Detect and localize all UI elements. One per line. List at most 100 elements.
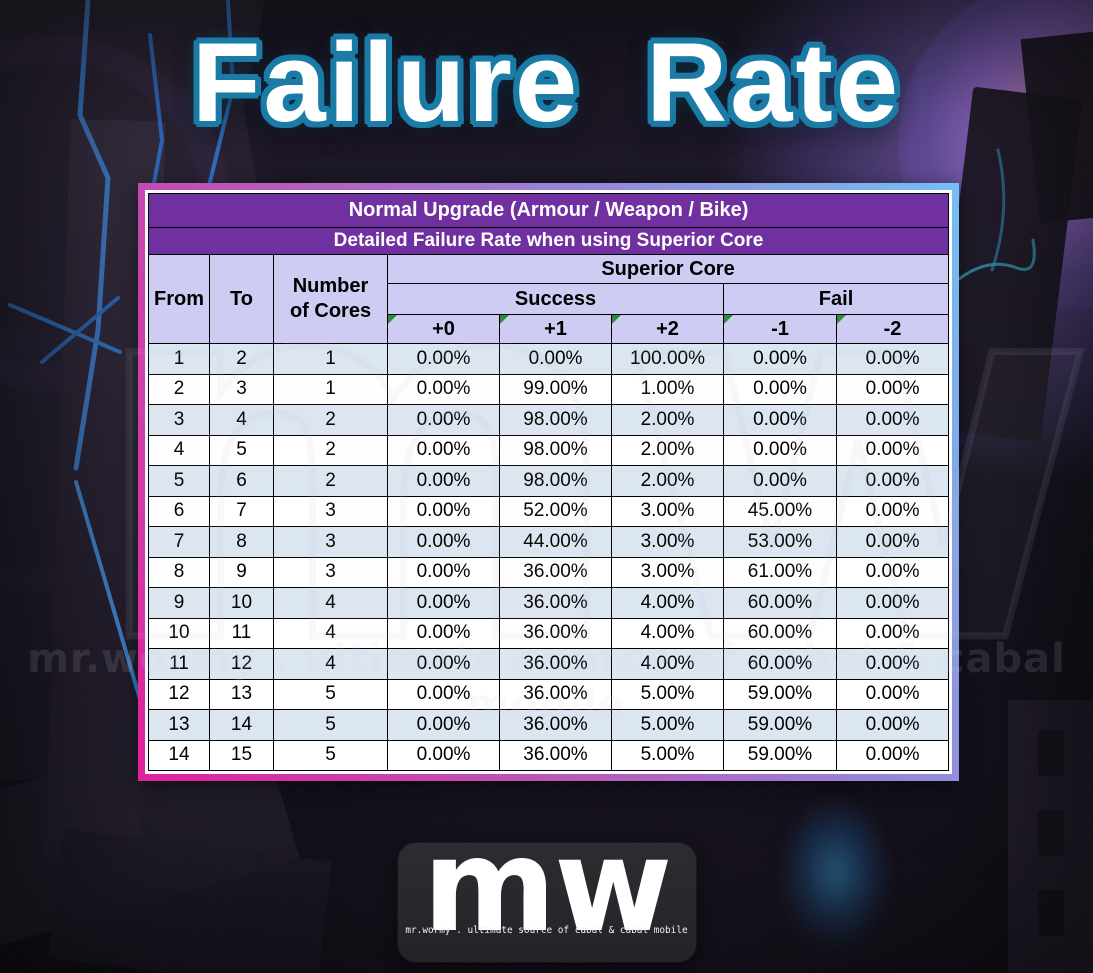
col-header-to: To bbox=[209, 254, 274, 344]
table-cell: 0.00% bbox=[723, 434, 837, 466]
table-cell: 15 bbox=[209, 739, 274, 771]
table-cell: 3 bbox=[148, 404, 210, 436]
table-cell: 14 bbox=[209, 709, 274, 741]
table-cell: 0.00% bbox=[387, 709, 500, 741]
table-cell: 1 bbox=[148, 343, 210, 375]
table-cell: 3.00% bbox=[611, 526, 724, 558]
subcol-header-plus2: +2 bbox=[611, 314, 724, 344]
table-cell: 0.00% bbox=[835, 526, 950, 558]
table-cell: 13 bbox=[148, 709, 210, 741]
table-cell: 12 bbox=[148, 678, 210, 710]
group-header-success: Success bbox=[387, 283, 724, 315]
mw-logo-mark: mw bbox=[422, 812, 673, 961]
table-cell: 10 bbox=[209, 587, 274, 619]
table-cell: 0.00% bbox=[835, 617, 950, 649]
table-cell: 2.00% bbox=[611, 434, 724, 466]
table-cell: 0.00% bbox=[835, 434, 950, 466]
table-cell: 59.00% bbox=[723, 739, 837, 771]
table-cell: 4 bbox=[273, 617, 388, 649]
table-cell: 4 bbox=[273, 587, 388, 619]
table-cell: 0.00% bbox=[387, 373, 500, 405]
subcol-header-plus1: +1 bbox=[499, 314, 612, 344]
table-cell: 0.00% bbox=[387, 434, 500, 466]
table-cell: 98.00% bbox=[499, 465, 612, 497]
table-cell: 36.00% bbox=[499, 617, 612, 649]
table-cell: 0.00% bbox=[723, 343, 837, 375]
table-cell: 2 bbox=[273, 434, 388, 466]
table-cell: 1.00% bbox=[611, 373, 724, 405]
table-cell: 0.00% bbox=[835, 739, 950, 771]
table-cell: 98.00% bbox=[499, 404, 612, 436]
table-cell: 11 bbox=[209, 617, 274, 649]
table-cell: 6 bbox=[209, 465, 274, 497]
table-cell: 9 bbox=[148, 587, 210, 619]
table-cell: 36.00% bbox=[499, 739, 612, 771]
table-cell: 3.00% bbox=[611, 556, 724, 588]
table-cell: 10 bbox=[148, 617, 210, 649]
table-cell: 0.00% bbox=[835, 587, 950, 619]
corner-marker-icon bbox=[724, 315, 733, 324]
table-frame-inner: Normal Upgrade (Armour / Weapon / Bike) … bbox=[145, 190, 953, 774]
table-cell: 36.00% bbox=[499, 678, 612, 710]
table-cell: 4 bbox=[148, 434, 210, 466]
col-header-cores-line1: Number bbox=[292, 275, 369, 297]
group-header-fail: Fail bbox=[722, 283, 950, 315]
page-title: Failure Rate bbox=[191, 20, 902, 145]
mrwormy-logo: mw mr.wormy . ultimate source of cabal &… bbox=[397, 823, 696, 962]
table-cell: 0.00% bbox=[835, 495, 950, 527]
col-header-cores-line2: of Cores bbox=[289, 300, 372, 322]
table-cell: 36.00% bbox=[499, 709, 612, 741]
table-frame: Normal Upgrade (Armour / Weapon / Bike) … bbox=[138, 183, 960, 781]
group-header-superior-core: Superior Core bbox=[386, 254, 950, 284]
table-cell: 0.00% bbox=[835, 678, 950, 710]
table-cell: 0.00% bbox=[723, 465, 837, 497]
table-row: 2 3 1 0.00% 99.00% 1.00% 0.00% 0.00% bbox=[148, 373, 950, 405]
table-cell: 5 bbox=[209, 434, 274, 466]
table-cell: 0.00% bbox=[723, 404, 837, 436]
table-cell: 14 bbox=[148, 739, 210, 771]
table-row: 9 10 4 0.00% 36.00% 4.00% 60.00% 0.00% bbox=[148, 587, 950, 619]
table-cell: 99.00% bbox=[499, 373, 612, 405]
col-header-number-of-cores: Number of Cores bbox=[273, 254, 388, 344]
table-cell: 2.00% bbox=[611, 465, 724, 497]
table-row: 3 4 2 0.00% 98.00% 2.00% 0.00% 0.00% bbox=[148, 404, 950, 436]
banner-detailed-failure-rate: Detailed Failure Rate when using Superio… bbox=[147, 227, 950, 255]
table-cell: 8 bbox=[209, 526, 274, 558]
table-cell: 4 bbox=[273, 648, 388, 680]
table-cell: 0.00% bbox=[835, 404, 950, 436]
table-cell: 13 bbox=[209, 678, 274, 710]
table-cell: 5.00% bbox=[611, 739, 724, 771]
subcol-header-minus1: -1 bbox=[723, 314, 837, 344]
subcol-header-minus2: -2 bbox=[835, 314, 950, 344]
table-cell: 0.00% bbox=[387, 404, 500, 436]
table-cell: 0.00% bbox=[387, 465, 500, 497]
table-row: 5 6 2 0.00% 98.00% 2.00% 0.00% 0.00% bbox=[148, 465, 950, 497]
table-cell: 59.00% bbox=[723, 709, 837, 741]
table-cell: 9 bbox=[209, 556, 274, 588]
table-row: 12 13 5 0.00% 36.00% 5.00% 59.00% 0.00% bbox=[148, 678, 950, 710]
table-cell: 12 bbox=[209, 648, 274, 680]
table-cell: 0.00% bbox=[387, 526, 500, 558]
table-cell: 2 bbox=[273, 465, 388, 497]
table-cell: 0.00% bbox=[387, 495, 500, 527]
banner-normal-upgrade: Normal Upgrade (Armour / Weapon / Bike) bbox=[147, 193, 950, 228]
table-row: 13 14 5 0.00% 36.00% 5.00% 59.00% 0.00% bbox=[148, 709, 950, 741]
corner-marker-icon bbox=[837, 315, 846, 324]
table-cell: 0.00% bbox=[499, 343, 612, 375]
table-cell: 3 bbox=[273, 556, 388, 588]
table-cell: 98.00% bbox=[499, 434, 612, 466]
table-cell: 0.00% bbox=[723, 373, 837, 405]
table-cell: 5 bbox=[273, 739, 388, 771]
table-cell: 36.00% bbox=[499, 587, 612, 619]
table-cell: 1 bbox=[273, 373, 388, 405]
table-row: 14 15 5 0.00% 36.00% 5.00% 59.00% 0.00% bbox=[148, 739, 950, 771]
table-row: 6 7 3 0.00% 52.00% 3.00% 45.00% 0.00% bbox=[148, 495, 950, 527]
table-cell: 2 bbox=[148, 373, 210, 405]
table-cell: 60.00% bbox=[723, 587, 837, 619]
table-cell: 0.00% bbox=[387, 587, 500, 619]
table-cell: 11 bbox=[148, 648, 210, 680]
table-cell: 0.00% bbox=[387, 678, 500, 710]
table-cell: 3 bbox=[209, 373, 274, 405]
table-row: 8 9 3 0.00% 36.00% 3.00% 61.00% 0.00% bbox=[148, 556, 950, 588]
